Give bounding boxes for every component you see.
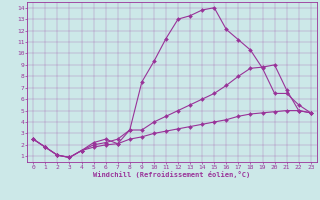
- X-axis label: Windchill (Refroidissement éolien,°C): Windchill (Refroidissement éolien,°C): [93, 171, 251, 178]
